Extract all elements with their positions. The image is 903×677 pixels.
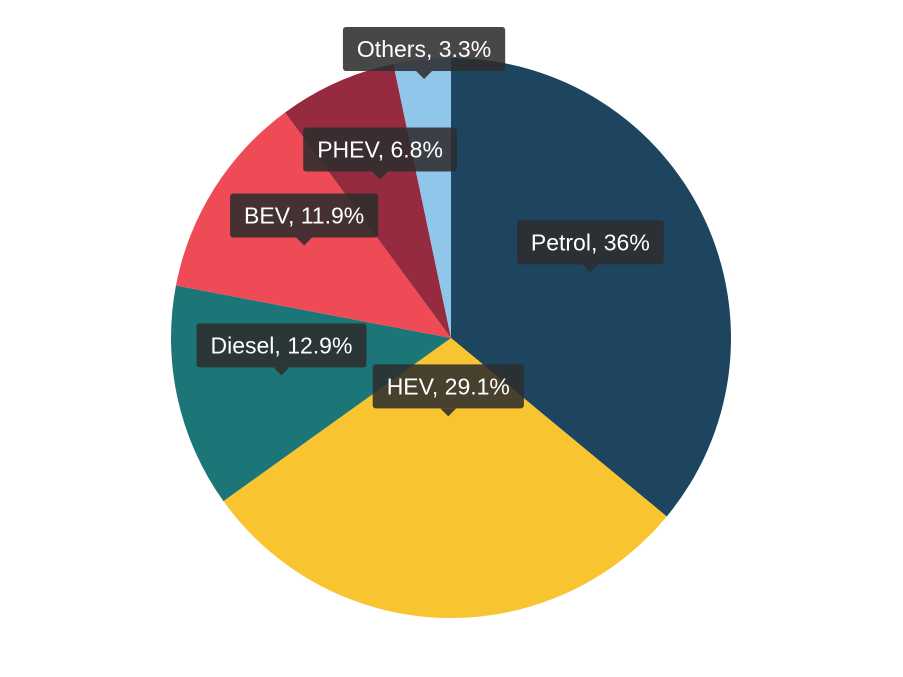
slice-label-hev: HEV, 29.1% bbox=[372, 364, 524, 417]
slice-label-pointer bbox=[273, 367, 290, 376]
slice-label-box bbox=[230, 193, 379, 238]
slice-label-box bbox=[303, 127, 457, 172]
slice-label-others: Others, 3.3% bbox=[342, 26, 506, 79]
slice-label-text: Others, 3.3% bbox=[357, 36, 491, 62]
slice-label-text: PHEV, 6.8% bbox=[317, 137, 443, 163]
slice-label-box bbox=[516, 220, 664, 265]
slice-label-petrol: Petrol, 36% bbox=[516, 220, 664, 273]
slice-label-pointer bbox=[296, 237, 313, 246]
slice-label-pointer bbox=[416, 70, 433, 79]
slice-label-text: Diesel, 12.9% bbox=[211, 332, 353, 358]
pie-slice-petrol[interactable] bbox=[451, 58, 731, 517]
slice-label-box bbox=[342, 26, 506, 71]
slice-label-text: BEV, 11.9% bbox=[244, 202, 364, 228]
slice-label-text: HEV, 29.1% bbox=[387, 373, 510, 399]
slice-label-diesel: Diesel, 12.9% bbox=[196, 323, 367, 376]
slice-label-box bbox=[196, 323, 367, 368]
pie-slice-hev[interactable] bbox=[223, 338, 667, 618]
slice-label-box bbox=[372, 364, 524, 409]
slice-label-pointer bbox=[582, 264, 599, 273]
slice-label-pointer bbox=[372, 171, 389, 180]
slice-label-pointer bbox=[440, 408, 457, 417]
slice-label-phev: PHEV, 6.8% bbox=[303, 127, 457, 180]
labels-layer: Petrol, 36% HEV, 29.1% Diesel, 12.9% BEV, 1… bbox=[196, 26, 664, 417]
slice-label-text: Petrol, 36% bbox=[531, 229, 650, 255]
slice-label-bev: BEV, 11.9% bbox=[230, 193, 379, 246]
